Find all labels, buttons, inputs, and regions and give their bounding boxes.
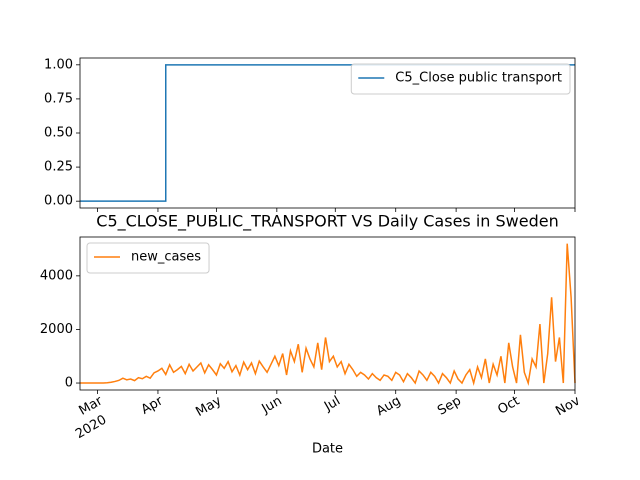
y-tick-label: 1.00	[44, 57, 73, 72]
y-tick-label: 0.75	[44, 91, 73, 106]
x-axis-label: Date	[312, 442, 343, 457]
data-line	[80, 243, 576, 386]
y-tick-label: 0.00	[44, 194, 73, 209]
legend-box	[350, 63, 571, 95]
legend-box	[86, 242, 210, 274]
chart-title: C5_CLOSE_PUBLIC_TRANSPORT VS Daily Cases…	[96, 212, 558, 232]
legend: C5_Close public transport	[350, 63, 571, 95]
legend-label: new_cases	[131, 250, 201, 265]
y-tick-label: 2000	[40, 322, 73, 337]
legend: new_cases	[86, 242, 210, 274]
x-tick-label: Jul	[321, 394, 343, 415]
axes-frame	[79, 236, 576, 391]
y-tick-label: 0.50	[44, 126, 73, 141]
y-tick-label: 0.25	[44, 160, 73, 175]
y-tick-label: 0	[65, 376, 73, 391]
y-tick-label: 4000	[40, 268, 73, 283]
legend-label: C5_Close public transport	[395, 71, 562, 86]
